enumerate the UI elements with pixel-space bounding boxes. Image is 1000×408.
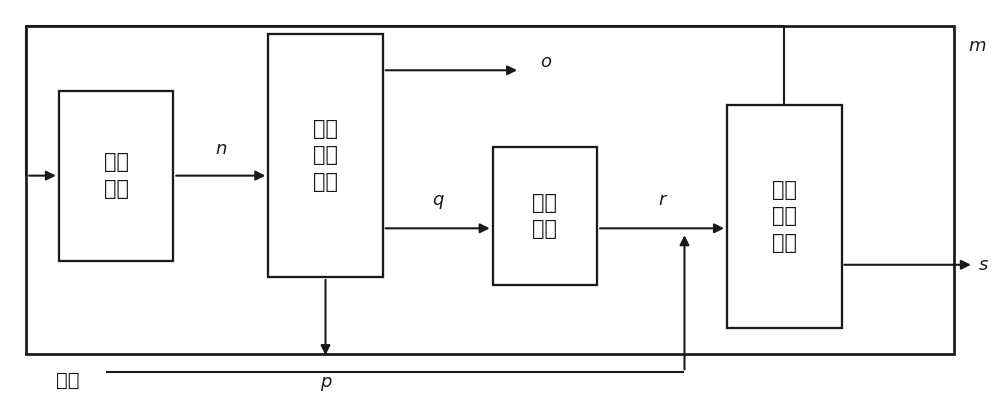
Bar [26, 26, 954, 354]
Text: 芳烃
分离
工序: 芳烃 分离 工序 [772, 180, 797, 253]
Bar [59, 91, 173, 261]
Text: 裂解
工序: 裂解 工序 [104, 153, 129, 199]
Text: 原料: 原料 [56, 371, 80, 390]
Text: r: r [658, 191, 666, 209]
Text: o: o [540, 53, 551, 71]
Bar [727, 105, 842, 328]
Text: 加氢
工序: 加氢 工序 [532, 193, 557, 239]
Text: q: q [432, 191, 443, 209]
Text: s: s [979, 256, 988, 274]
Text: m: m [969, 37, 986, 55]
Text: p: p [320, 373, 331, 391]
Bar [493, 147, 597, 285]
Text: 烯烃
分离
工序: 烯烃 分离 工序 [313, 119, 338, 192]
Text: n: n [215, 140, 226, 158]
Bar [268, 34, 383, 277]
